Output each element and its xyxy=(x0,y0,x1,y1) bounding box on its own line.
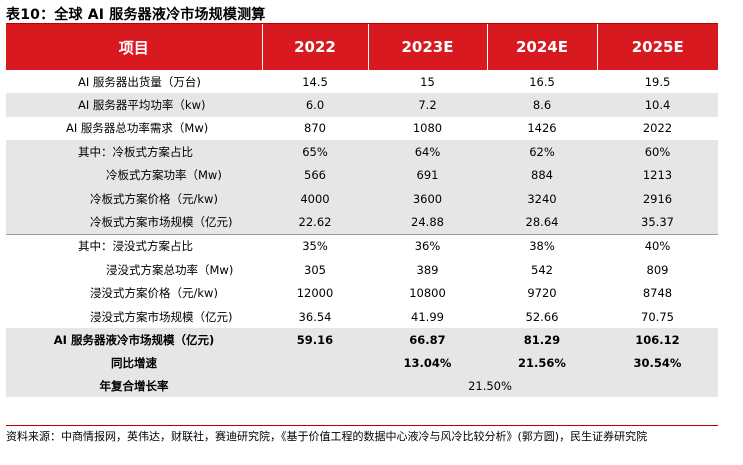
cell-2024e: 8.6 xyxy=(487,93,597,117)
cell-2024e: 884 xyxy=(487,163,597,187)
cell-2025e: 2916 xyxy=(597,186,718,211)
cell-2025e: 19.5 xyxy=(644,74,671,89)
table-title: 表10：全球 AI 服务器液冷市场规模测算 xyxy=(6,7,266,23)
row-label: AI 服务器液冷市场规模（亿元) xyxy=(6,328,262,352)
header-2022: 2022 xyxy=(262,24,369,70)
source-note: 资料来源：中商情报网，英伟达，财联社，赛迪研究院，《基于价值工程的数据中心液冷与… xyxy=(6,430,648,443)
cell-2023e: 1080 xyxy=(412,121,443,136)
row-label: 冷板式方案价格（元/kw) xyxy=(6,186,262,211)
header-2024e: 2024E xyxy=(487,24,598,70)
cell-2025e: 106.12 xyxy=(597,328,718,352)
cell-2022: 14.5 xyxy=(302,74,328,89)
cell-2022: 305 xyxy=(304,262,326,277)
row-label: 浸没式方案总功率（Mw) xyxy=(106,262,234,277)
cell-2022: 566 xyxy=(262,163,368,187)
cell-2024e: 3240 xyxy=(487,186,597,211)
cell-2022: 22.62 xyxy=(262,210,368,235)
table-row-cagr: 年复合增长率 21.50% xyxy=(6,375,718,398)
cell-2022: 6.0 xyxy=(262,93,368,117)
cell-2023e: 10800 xyxy=(409,286,446,301)
cell-2022 xyxy=(262,351,368,376)
cell-2025e: 40% xyxy=(597,233,718,259)
cell-2024e: 16.5 xyxy=(529,74,555,89)
cell-2023e: 41.99 xyxy=(411,309,444,324)
cagr-label: 年复合增长率 xyxy=(6,375,262,398)
cell-2022: 4000 xyxy=(262,186,368,211)
cell-2022: 12000 xyxy=(296,286,334,301)
cell-2025e: 1213 xyxy=(597,163,718,187)
cell-2022: 35% xyxy=(262,233,368,259)
row-label: 浸没式方案价格（元/kw) xyxy=(90,286,218,301)
table-row: 冷板式方案市场规模（亿元) 22.62 24.88 28.64 35.37 xyxy=(6,210,718,235)
cell-2025e: 10.4 xyxy=(597,93,718,117)
cell-2023e: 36% xyxy=(368,233,487,259)
table-row: 其中：浸没式方案占比 35% 36% 38% 40% xyxy=(6,233,718,259)
table-row: 浸没式方案市场规模（亿元) 36.54 41.99 52.66 70.75 xyxy=(6,305,718,328)
row-label: 浸没式方案市场规模（亿元) xyxy=(90,309,233,324)
cell-2023e: 66.87 xyxy=(368,328,487,352)
table-row: AI 服务器出货量（万台) 14.5 15 16.5 19.5 xyxy=(6,70,718,93)
cell-2023e: 13.04% xyxy=(368,351,487,376)
header-row: 项目 2022 2023E 2024E 2025E xyxy=(6,24,718,70)
cell-2024e: 542 xyxy=(531,262,553,277)
row-label: 其中：浸没式方案占比 xyxy=(6,233,262,259)
row-label: AI 服务器平均功率（kw) xyxy=(6,93,262,117)
row-label: 其中：冷板式方案占比 xyxy=(6,140,262,164)
cell-2022: 65% xyxy=(262,140,368,164)
cell-2025e: 70.75 xyxy=(641,309,674,324)
cell-2022: 59.16 xyxy=(262,328,368,352)
cell-2023e: 691 xyxy=(368,163,487,187)
cell-2023e: 15 xyxy=(420,74,435,89)
cell-2025e: 809 xyxy=(646,262,669,277)
market-size-table: 项目 2022 2023E 2024E 2025E AI 服务器出货量（万台) … xyxy=(6,24,718,398)
table-row: AI 服务器平均功率（kw) 6.0 7.2 8.6 10.4 xyxy=(6,93,718,117)
cell-2025e: 60% xyxy=(597,140,718,164)
cell-2023e: 7.2 xyxy=(368,93,487,117)
table-row: 冷板式方案价格（元/kw) 4000 3600 3240 2916 xyxy=(6,186,718,211)
table-row: AI 服务器总功率需求（Mw) 870 1080 1426 2022 xyxy=(6,117,718,140)
cell-2025e: 2022 xyxy=(642,121,673,136)
cell-2022: 870 xyxy=(304,121,326,136)
cell-2024e: 38% xyxy=(487,233,597,259)
top-rule xyxy=(6,23,718,24)
table-row-growth: 同比增速 13.04% 21.56% 30.54% xyxy=(6,351,718,376)
header-2023e: 2023E xyxy=(368,24,488,70)
cell-2024e: 81.29 xyxy=(487,328,597,352)
table-row: 其中：冷板式方案占比 65% 64% 62% 60% xyxy=(6,140,718,164)
cell-2023e: 389 xyxy=(416,262,439,277)
row-label: 冷板式方案功率（Mw) xyxy=(6,163,262,187)
cell-2025e: 35.37 xyxy=(597,210,718,235)
row-label: AI 服务器出货量（万台) xyxy=(78,74,201,89)
row-label: AI 服务器总功率需求（Mw) xyxy=(66,121,209,136)
cell-2024e: 1426 xyxy=(527,121,557,136)
cagr-value: 21.50% xyxy=(262,375,718,398)
bottom-rule xyxy=(6,425,718,426)
row-label: 同比增速 xyxy=(6,351,262,376)
header-2025e: 2025E xyxy=(597,24,718,70)
table-row: 冷板式方案功率（Mw) 566 691 884 1213 xyxy=(6,163,718,187)
table-row: 浸没式方案价格（元/kw) 12000 10800 9720 8748 xyxy=(6,282,718,305)
cell-2023e: 64% xyxy=(368,140,487,164)
table-row-total: AI 服务器液冷市场规模（亿元) 59.16 66.87 81.29 106.1… xyxy=(6,328,718,352)
cell-2024e: 28.64 xyxy=(487,210,597,235)
cell-2025e: 8748 xyxy=(642,286,673,301)
cell-2025e: 30.54% xyxy=(597,351,718,376)
cell-2023e: 3600 xyxy=(368,186,487,211)
cell-2024e: 62% xyxy=(487,140,597,164)
cell-2023e: 24.88 xyxy=(368,210,487,235)
cell-2024e: 21.56% xyxy=(487,351,597,376)
header-item: 项目 xyxy=(6,24,263,70)
cell-2024e: 52.66 xyxy=(525,309,559,324)
cell-2022: 36.54 xyxy=(298,309,332,324)
row-label: 冷板式方案市场规模（亿元) xyxy=(6,210,262,235)
table-row: 浸没式方案总功率（Mw) 305 389 542 809 xyxy=(6,258,718,281)
cell-2024e: 9720 xyxy=(527,286,557,301)
